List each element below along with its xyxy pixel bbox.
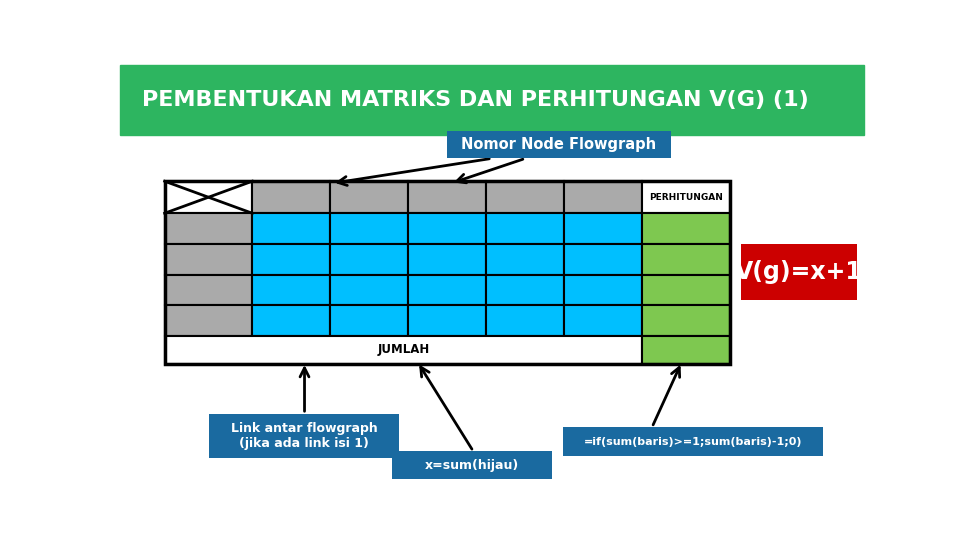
Bar	[487, 213, 564, 244]
Bar	[564, 213, 642, 244]
Text: x=sum(hijau): x=sum(hijau)	[424, 458, 518, 471]
Bar	[165, 213, 252, 244]
Bar	[252, 181, 330, 213]
Bar	[330, 305, 408, 336]
Bar	[487, 274, 564, 305]
Bar	[741, 244, 856, 300]
Bar	[564, 244, 642, 274]
Bar	[642, 244, 730, 274]
Bar	[165, 181, 252, 213]
Bar	[165, 305, 252, 336]
Bar	[447, 131, 670, 158]
Bar	[487, 181, 564, 213]
Bar	[252, 244, 330, 274]
Bar	[564, 274, 642, 305]
Bar	[252, 213, 330, 244]
Bar	[642, 274, 730, 305]
Text: V(g)=x+1: V(g)=x+1	[735, 260, 863, 284]
Text: PEMBENTUKAN MATRIKS DAN PERHITUNGAN V(G) (1): PEMBENTUKAN MATRIKS DAN PERHITUNGAN V(G)…	[142, 90, 809, 110]
Bar	[165, 336, 642, 364]
Text: JUMLAH: JUMLAH	[377, 343, 430, 356]
Bar	[642, 181, 730, 213]
Bar	[642, 213, 730, 244]
Bar	[165, 181, 731, 364]
Text: PERHITUNGAN: PERHITUNGAN	[649, 193, 723, 202]
Bar	[330, 274, 408, 305]
Bar	[120, 65, 864, 136]
Bar	[408, 181, 487, 213]
Bar	[252, 305, 330, 336]
Text: Nomor Node Flowgraph: Nomor Node Flowgraph	[462, 137, 657, 152]
Bar	[563, 427, 823, 456]
Bar	[330, 181, 408, 213]
Bar	[564, 305, 642, 336]
Bar	[408, 213, 487, 244]
Bar	[252, 274, 330, 305]
Bar	[165, 274, 252, 305]
Bar	[209, 414, 399, 458]
Bar	[642, 336, 730, 364]
Bar	[408, 305, 487, 336]
Bar	[392, 451, 551, 478]
Bar	[487, 305, 564, 336]
Bar	[487, 244, 564, 274]
Bar	[330, 213, 408, 244]
Bar	[564, 181, 642, 213]
Bar	[330, 244, 408, 274]
Text: Link antar flowgraph
(jika ada link isi 1): Link antar flowgraph (jika ada link isi …	[230, 422, 377, 450]
Bar	[408, 244, 487, 274]
Text: =if(sum(baris)>=1;sum(baris)-1;0): =if(sum(baris)>=1;sum(baris)-1;0)	[584, 436, 803, 447]
Bar	[408, 274, 487, 305]
Bar	[165, 244, 252, 274]
Bar	[642, 305, 730, 336]
